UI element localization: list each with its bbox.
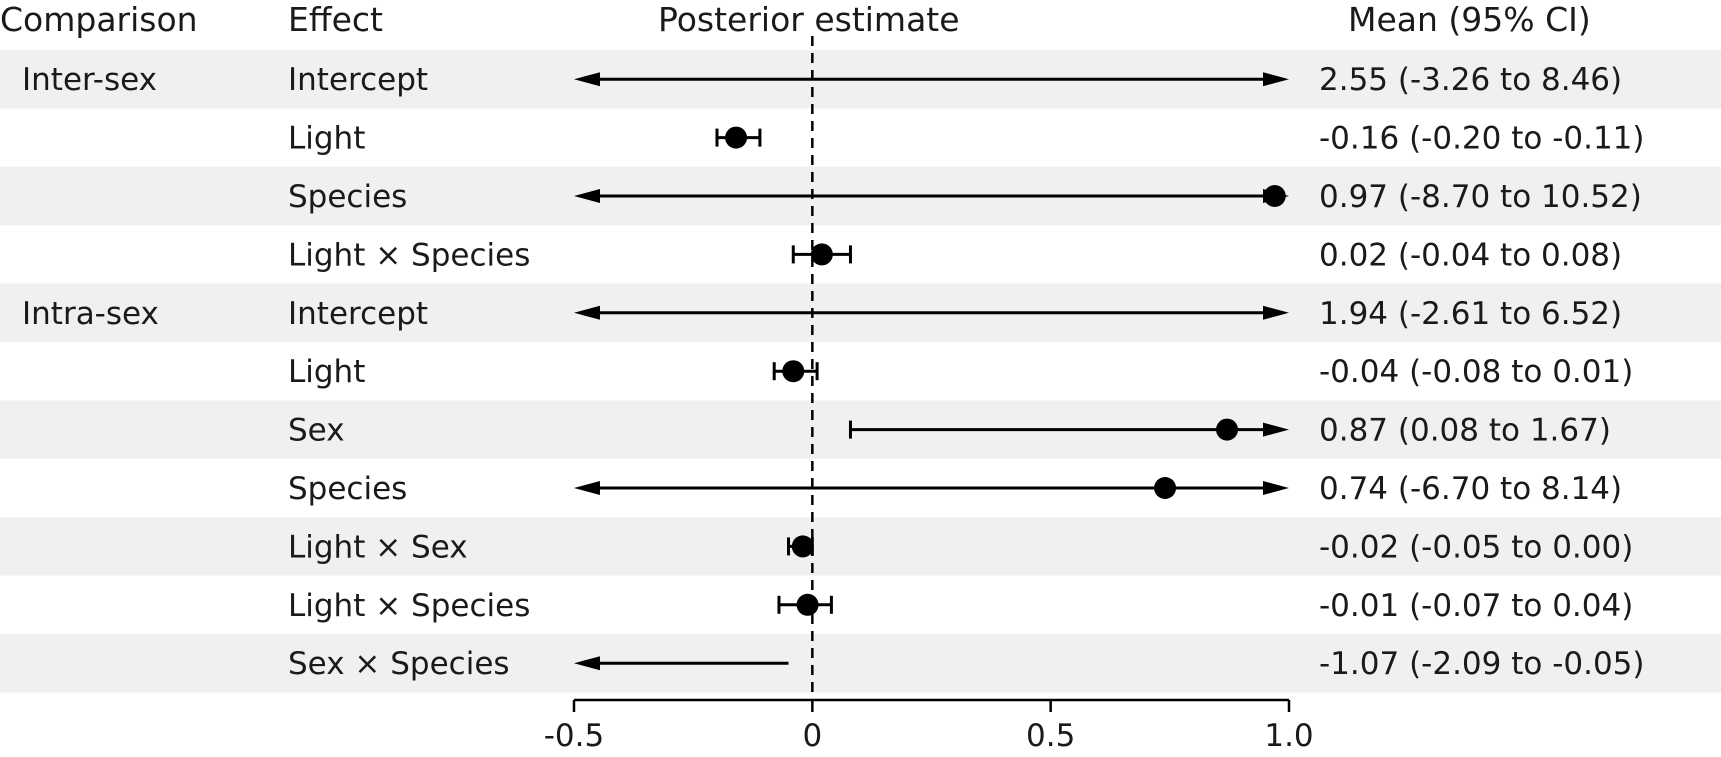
effect-label: Light × Species [288, 588, 530, 624]
ci-arrow-left [574, 305, 600, 320]
row-bands [0, 50, 1721, 693]
row-band [0, 634, 1721, 693]
effect-label: Light × Species [288, 237, 530, 273]
ci-label: 0.74 (-6.70 to 8.14) [1319, 471, 1622, 507]
x-tick-label: 0 [802, 718, 822, 754]
ci-arrow-left [574, 656, 600, 671]
effect-label: Sex × Species [288, 646, 510, 682]
ci-arrow-right [1263, 481, 1289, 495]
header-effect: Effect [288, 0, 383, 39]
ci-arrow-right [1263, 305, 1289, 320]
ci-label: 0.97 (-8.70 to 10.52) [1319, 179, 1642, 215]
mean-point [796, 593, 819, 616]
mean-point [1263, 185, 1286, 207]
comparison-label: Inter-sex [22, 62, 157, 98]
effect-label: Sex [288, 413, 345, 449]
ci-arrow-left [574, 481, 600, 495]
ci-arrow-left [574, 72, 600, 87]
ci-label: 1.94 (-2.61 to 6.52) [1319, 296, 1622, 332]
comparison-label: Intra-sex [22, 296, 159, 332]
mean-point [1154, 477, 1177, 499]
x-axis: -0.5 0 0.5 1.0 [544, 698, 1314, 754]
effect-label: Intercept [288, 62, 428, 98]
ci-label: -0.16 (-0.20 to -0.11) [1319, 121, 1645, 157]
mean-point [782, 360, 805, 383]
header-ci: Mean (95% CI) [1348, 0, 1591, 39]
x-tick-label: 0.5 [1026, 718, 1075, 754]
effect-label: Light [288, 121, 365, 157]
ci-arrow-right [1263, 72, 1289, 87]
effect-label: Species [288, 179, 407, 215]
mean-point [810, 243, 833, 266]
effect-label: Species [288, 471, 407, 507]
mean-point [725, 126, 748, 149]
ci-label: -0.04 (-0.08 to 0.01) [1319, 354, 1633, 390]
estimates [574, 72, 1289, 671]
effect-label: Light × Sex [288, 529, 468, 565]
ci-label: 0.87 (0.08 to 1.67) [1319, 413, 1611, 449]
row-band [0, 517, 1721, 576]
mean-point [791, 535, 814, 558]
ci-arrow-right [1263, 422, 1289, 437]
ci-label: -0.01 (-0.07 to 0.04) [1319, 588, 1633, 624]
header-estimate: Posterior estimate [658, 0, 960, 39]
ci-label: -1.07 (-2.09 to -0.05) [1319, 646, 1645, 682]
ci-label: 2.55 (-3.26 to 8.46) [1319, 62, 1622, 98]
x-tick-label: 1.0 [1264, 718, 1313, 754]
ci-arrow-left [574, 189, 600, 203]
header-comparison: Comparison [0, 0, 198, 39]
effect-label: Light [288, 354, 365, 390]
mean-point [1216, 418, 1239, 441]
row-labels: Inter-sex Intercept 2.55 (-3.26 to 8.46) Li… [22, 62, 1645, 682]
ci-label: 0.02 (-0.04 to 0.08) [1319, 237, 1622, 273]
effect-label: Intercept [288, 296, 428, 332]
x-tick-label: -0.5 [544, 718, 605, 754]
ci-label: -0.02 (-0.05 to 0.00) [1319, 529, 1633, 565]
